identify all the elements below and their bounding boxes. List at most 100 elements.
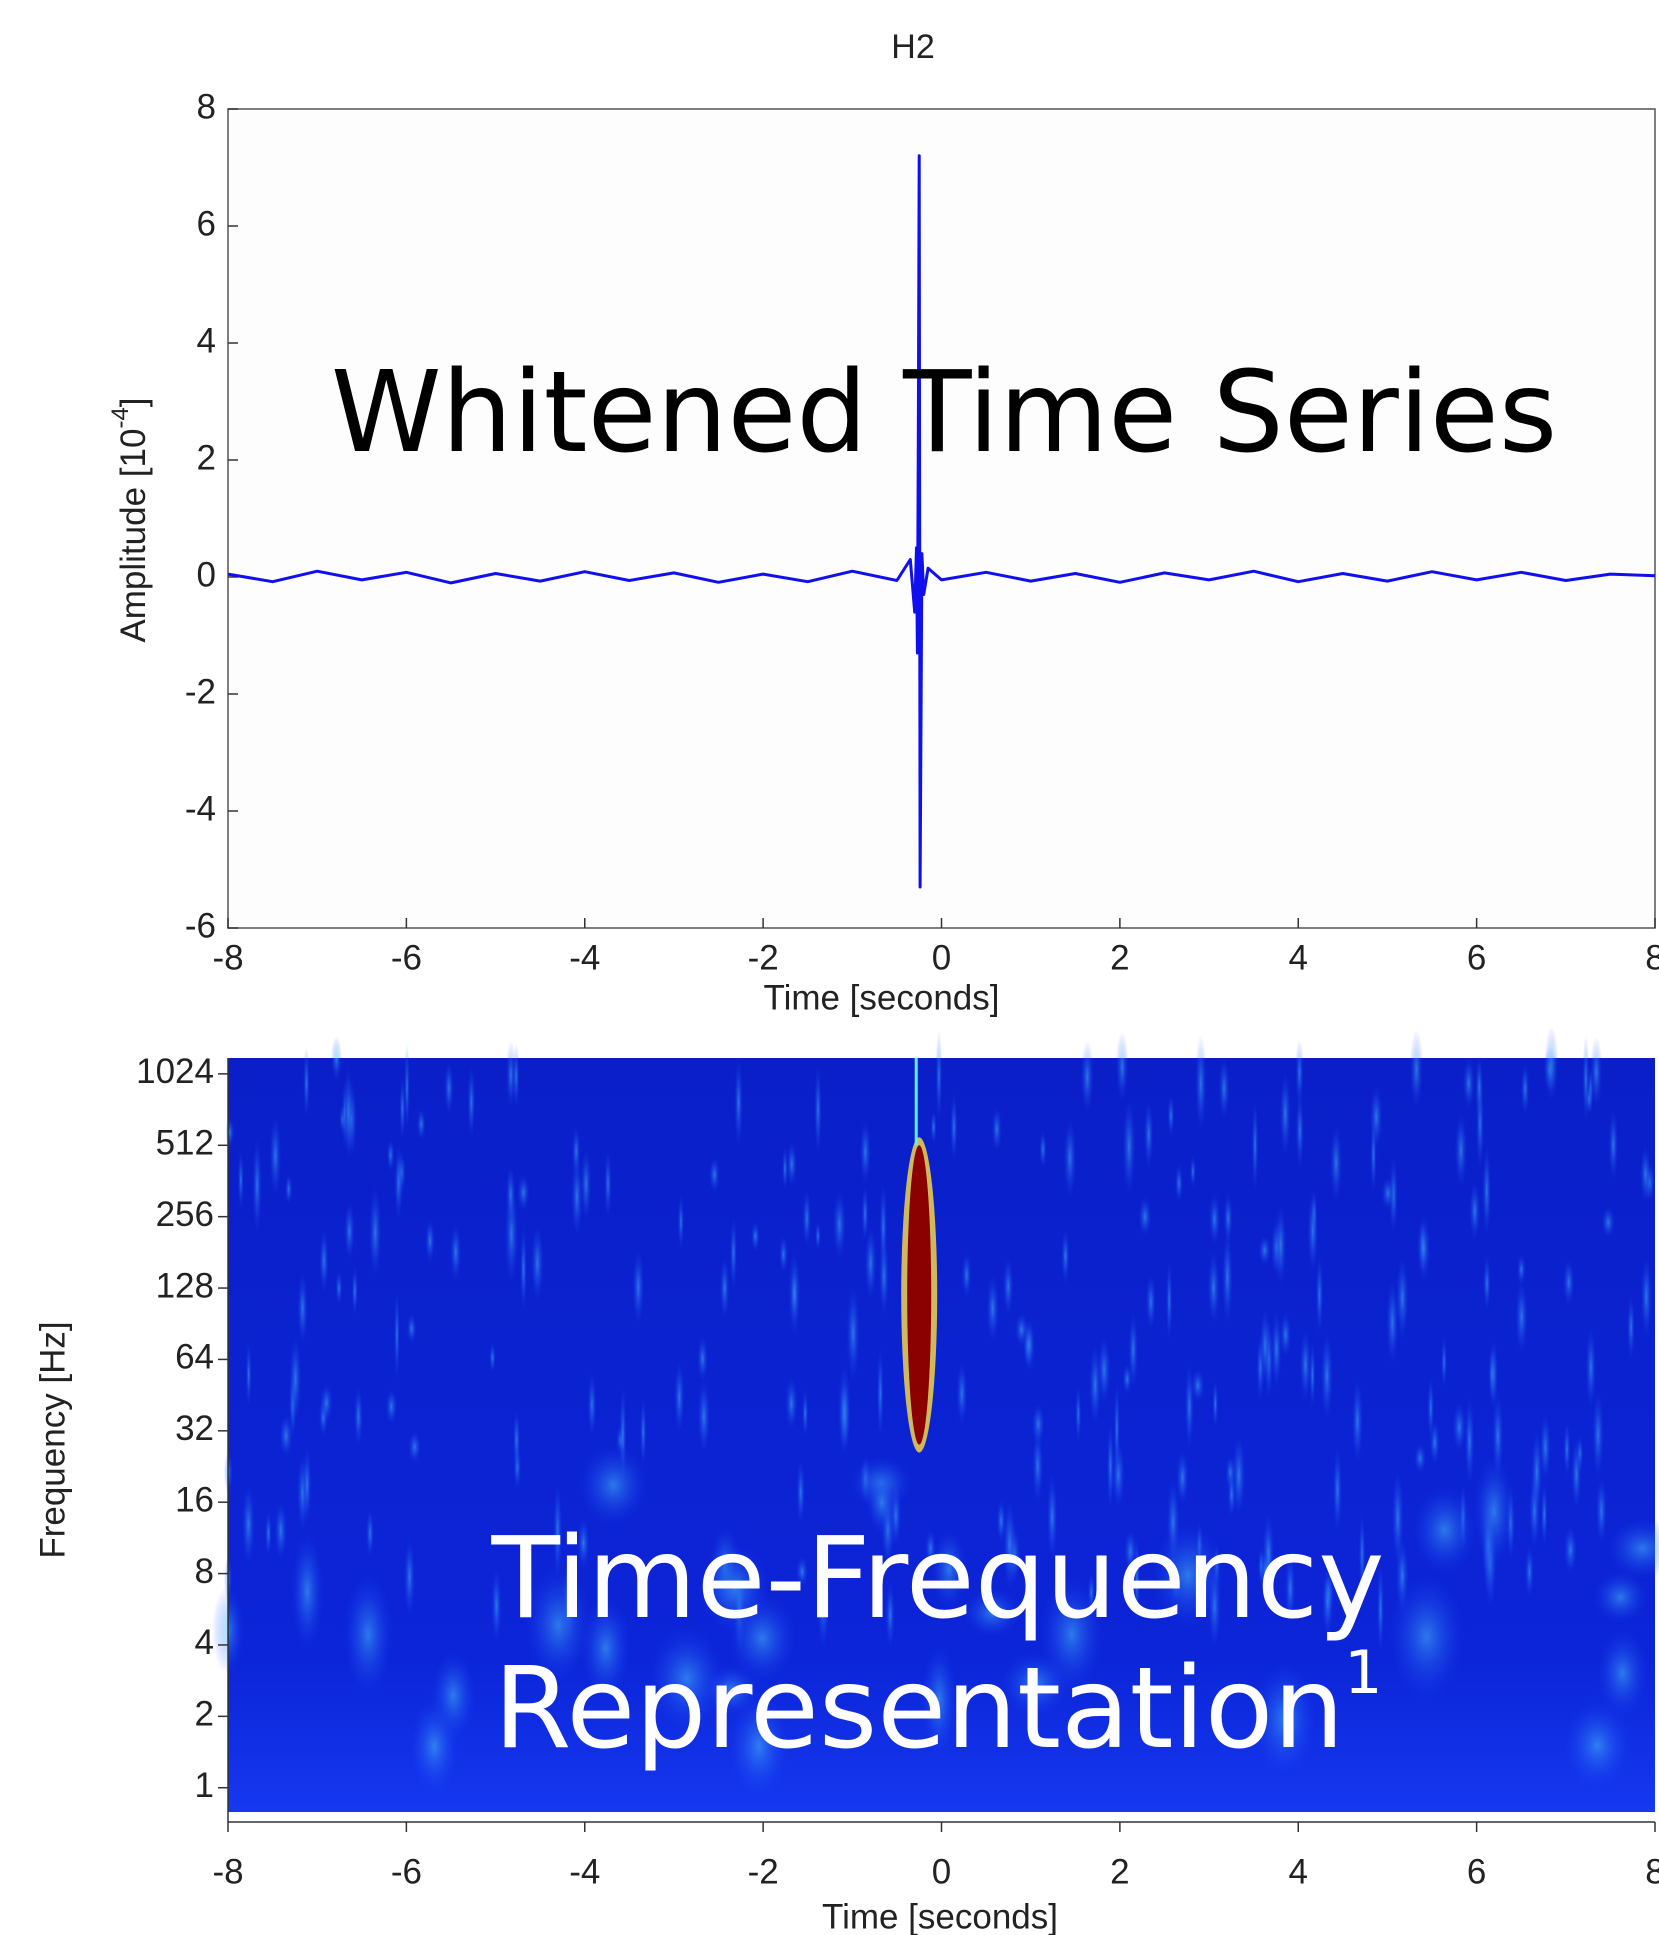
- series-line: [227, 154, 1656, 889]
- y-axis-label: Amplitude [10-4]: [107, 397, 153, 642]
- texture-streak: [1320, 1330, 1334, 1421]
- texture-streak: [1540, 1481, 1548, 1548]
- texture-streak: [399, 1075, 406, 1142]
- annotation-text: Representation: [494, 1644, 1345, 1774]
- x-tick-label: -4: [569, 1852, 600, 1891]
- texture-streak: [331, 1035, 342, 1082]
- y-tick-label: 128: [156, 1266, 214, 1305]
- texture-streak: [467, 1064, 476, 1140]
- texture-streak: [1640, 1254, 1653, 1340]
- texture-streak: [1275, 1203, 1287, 1287]
- texture-streak: [1329, 1123, 1343, 1202]
- texture-streak: [1031, 1402, 1045, 1446]
- texture-streak: [237, 1149, 244, 1211]
- texture-streak: [449, 1222, 462, 1283]
- texture-blob: [1388, 1572, 1466, 1701]
- texture-blob: [1563, 1699, 1632, 1791]
- texture-streak: [1295, 1090, 1305, 1171]
- texture-blob: [728, 1692, 790, 1800]
- x-tick-label: 0: [932, 938, 951, 977]
- texture-streak: [1370, 1114, 1377, 1196]
- texture-streak: [368, 1185, 382, 1279]
- y-axis-label-exponent: -4: [107, 407, 134, 428]
- texture-streak: [403, 1536, 416, 1618]
- texture-streak: [1122, 1363, 1132, 1395]
- texture-streak: [719, 1255, 730, 1321]
- texture-streak: [846, 1284, 860, 1383]
- texture-streak: [1309, 1340, 1316, 1410]
- y-axis-label-end: ]: [114, 397, 153, 407]
- texture-streak: [950, 1090, 958, 1164]
- y-tick-label: 512: [156, 1124, 214, 1163]
- texture-streak: [1106, 1419, 1115, 1513]
- texture-streak: [241, 1482, 256, 1567]
- texture-streak: [319, 1227, 329, 1295]
- texture-streak: [802, 1388, 809, 1439]
- texture-streak: [505, 1164, 516, 1225]
- texture-streak: [1626, 1294, 1636, 1361]
- texture-blob: [865, 1470, 898, 1536]
- texture-streak: [1543, 1046, 1557, 1094]
- texture-streak: [1488, 1344, 1496, 1404]
- texture-streak: [1189, 1155, 1196, 1189]
- texture-streak: [1351, 1377, 1364, 1465]
- texture-streak: [1191, 1368, 1205, 1403]
- texture-streak: [512, 1408, 521, 1471]
- texture-streak: [1592, 1390, 1605, 1479]
- texture-streak: [991, 1105, 1003, 1153]
- x-tick-label: -6: [391, 1852, 422, 1891]
- texture-streak: [674, 1360, 685, 1435]
- texture-streak: [1454, 1112, 1468, 1189]
- texture-streak: [878, 1235, 890, 1318]
- texture-streak: [814, 1220, 821, 1252]
- texture-streak: [885, 1580, 895, 1650]
- texture-streak: [1585, 1325, 1597, 1411]
- texture-streak: [1123, 1529, 1138, 1574]
- x-tick-label: -4: [569, 938, 600, 977]
- texture-streak: [1307, 1190, 1319, 1274]
- texture-streak: [802, 1188, 812, 1249]
- texture-streak: [1520, 1061, 1530, 1117]
- y-tick-label: 32: [175, 1409, 214, 1448]
- texture-streak: [245, 1341, 252, 1408]
- texture-streak: [319, 1383, 333, 1423]
- texture-streak: [444, 1059, 454, 1117]
- annotation: Whitened Time Series: [331, 348, 1557, 478]
- y-tick-label: -6: [185, 906, 216, 945]
- x-tick-label: 6: [1467, 1852, 1486, 1891]
- texture-streak: [1284, 1551, 1296, 1626]
- texture-blob: [1473, 1454, 1515, 1569]
- texture-streak: [1218, 1057, 1230, 1120]
- texture-streak: [1516, 1253, 1526, 1286]
- texture-streak: [335, 1270, 343, 1306]
- y-tick-label: 1024: [136, 1052, 214, 1091]
- texture-streak: [1427, 1375, 1435, 1441]
- texture-streak: [1174, 1163, 1184, 1204]
- texture-streak: [1299, 1327, 1312, 1403]
- texture-streak: [1376, 1561, 1385, 1657]
- texture-blob: [524, 1565, 592, 1685]
- texture-streak: [1562, 1258, 1575, 1307]
- texture-blob: [999, 1650, 1072, 1717]
- texture-blob: [577, 1443, 649, 1528]
- y-axis-label: Frequency [Hz]: [33, 1321, 72, 1558]
- texture-streak: [1332, 1445, 1343, 1535]
- texture-streak: [935, 1029, 943, 1124]
- texture-streak: [1563, 1420, 1571, 1478]
- texture-streak: [269, 1114, 282, 1198]
- texture-streak: [303, 1046, 310, 1121]
- texture-streak: [1271, 1309, 1282, 1389]
- y-tick-label: 4: [197, 321, 216, 360]
- y-tick-label: 16: [175, 1480, 214, 1519]
- y-tick-label: 6: [197, 204, 216, 243]
- texture-streak: [343, 1064, 354, 1161]
- texture-streak: [1539, 1412, 1551, 1483]
- texture-streak: [1595, 1475, 1608, 1546]
- y-tick-label: -4: [185, 789, 216, 828]
- texture-streak: [697, 1335, 709, 1382]
- texture-blob: [409, 1697, 460, 1796]
- texture-streak: [1002, 1497, 1017, 1592]
- texture-streak: [1475, 1054, 1484, 1120]
- texture-streak: [284, 1173, 293, 1205]
